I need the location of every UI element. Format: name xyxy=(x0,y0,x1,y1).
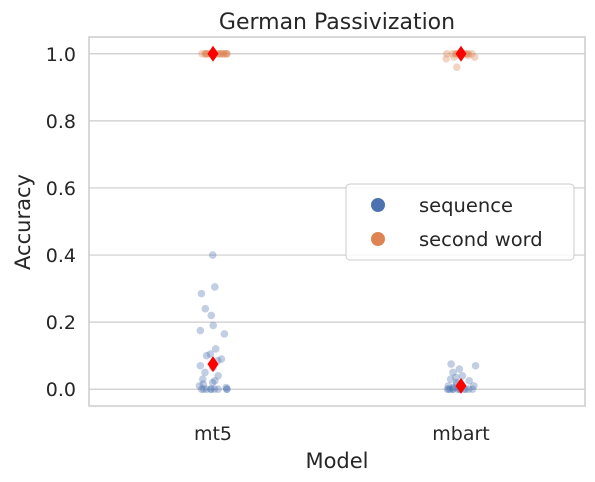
data-point-sequence xyxy=(452,373,460,382)
gridlines xyxy=(89,53,585,390)
data-point-second-word xyxy=(222,49,231,58)
data-point-sequence xyxy=(455,365,464,373)
data-point-sequence xyxy=(202,385,211,394)
y-tick-label: 0.4 xyxy=(46,245,76,267)
data-point-sequence xyxy=(208,251,217,259)
data-point-sequence xyxy=(449,385,457,394)
y-tick-label: 0.6 xyxy=(46,178,76,200)
data-point-sequence xyxy=(446,385,454,394)
data-point-sequence xyxy=(196,326,205,335)
data-point-sequence xyxy=(202,351,211,360)
data-point-second-word xyxy=(450,53,458,61)
data-point-sequence xyxy=(444,382,453,390)
data-point-sequence xyxy=(201,368,209,377)
data-point-second-word xyxy=(202,49,210,58)
data-point-sequence xyxy=(465,377,473,385)
mean-marker-sequence xyxy=(207,356,219,373)
data-point-sequence xyxy=(199,380,208,388)
plot-border xyxy=(88,36,586,407)
data-point-second-word xyxy=(442,49,451,58)
data-point-second-word xyxy=(442,55,451,63)
x-tick-label: mt5 xyxy=(194,423,232,445)
y-tick-labels: 0.0 0.2 0.4 0.6 0.8 1.0 xyxy=(46,44,76,401)
data-point-sequence xyxy=(448,385,457,394)
data-point-sequence xyxy=(211,345,220,353)
data-point-sequence xyxy=(217,355,226,363)
data-point-second-word xyxy=(470,53,479,61)
y-tick-label: 0.8 xyxy=(46,111,76,133)
data-point-second-word xyxy=(219,49,228,58)
data-point-sequence xyxy=(208,378,217,387)
y-tick-label: 0.2 xyxy=(46,312,76,334)
data-point-sequence xyxy=(211,283,219,291)
data-point-sequence xyxy=(195,382,204,390)
legend-box xyxy=(345,183,575,261)
data-point-second-word xyxy=(198,49,206,58)
data-point-sequence xyxy=(458,372,467,380)
data-point-sequence xyxy=(222,385,231,394)
data-point-sequence xyxy=(209,321,217,330)
data-point-sequence xyxy=(214,385,222,394)
y-tick-label: 0.0 xyxy=(46,379,76,401)
plot-frame xyxy=(88,36,586,407)
data-point-second-word xyxy=(448,49,457,58)
y-axis-label: Accuracy xyxy=(11,174,35,270)
y-tick-label: 1.0 xyxy=(46,44,76,66)
x-axis-label: Model xyxy=(305,449,368,473)
data-point-second-word xyxy=(223,49,231,58)
data-point-sequence xyxy=(211,377,219,385)
data-point-sequence xyxy=(206,350,215,358)
data-point-sequence xyxy=(449,383,457,392)
legend-marker xyxy=(371,232,385,246)
mean-marker-sequence xyxy=(455,377,467,394)
data-point-sequence xyxy=(222,383,230,392)
data-point-second-word xyxy=(468,49,476,58)
data-point-sequence xyxy=(469,382,478,390)
data-point-sequence xyxy=(197,385,206,394)
mean-marker-second-word xyxy=(455,45,467,62)
data-point-sequence xyxy=(201,304,210,313)
x-tick-labels: mt5 mbart xyxy=(194,423,490,445)
legend-marker xyxy=(371,198,385,212)
data-point-second-word xyxy=(216,49,225,58)
data-point-sequence xyxy=(207,385,216,394)
data-point-sequence xyxy=(197,289,206,298)
data-point-second-word xyxy=(202,49,210,58)
data-point-sequence xyxy=(447,360,455,368)
data-point-sequence xyxy=(198,375,207,383)
data-point-sequence xyxy=(206,385,215,394)
data-point-sequence xyxy=(207,311,216,320)
data-point-sequence xyxy=(446,375,455,383)
data-point-sequence xyxy=(214,372,222,380)
legend-label: second word xyxy=(419,228,543,251)
mean-markers xyxy=(207,45,467,394)
data-point-sequence xyxy=(220,330,229,338)
data-point-sequence xyxy=(196,361,205,370)
legend-label: sequence xyxy=(419,194,513,217)
data-point-sequence xyxy=(471,361,480,370)
data-point-second-word xyxy=(222,49,230,58)
data-point-sequence xyxy=(444,385,453,394)
mean-marker-second-word xyxy=(207,45,219,62)
data-point-sequence xyxy=(199,385,208,394)
data-point-sequence xyxy=(223,385,231,394)
data-point-second-word xyxy=(219,49,227,58)
data-point-second-word xyxy=(464,49,473,58)
data-point-sequence xyxy=(210,385,219,394)
x-tick-label: mbart xyxy=(432,423,489,445)
data-point-sequence xyxy=(449,368,457,377)
data-point-second-word xyxy=(217,49,225,58)
chart-title: German Passivization xyxy=(219,10,455,35)
data-point-second-word xyxy=(201,49,209,58)
data-point-sequence xyxy=(443,385,452,394)
legend: sequence second word xyxy=(345,183,575,261)
data-point-second-word xyxy=(452,63,461,71)
data-point-sequence xyxy=(464,385,473,394)
data-point-sequence xyxy=(468,385,477,394)
